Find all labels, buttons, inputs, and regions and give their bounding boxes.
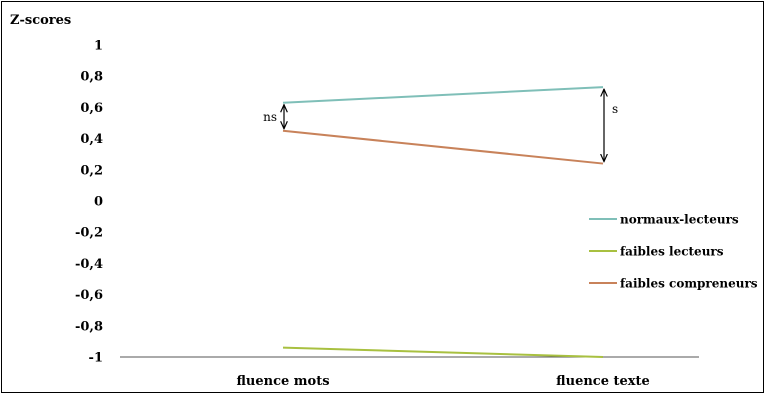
series-line-faibles-compreneurs [282,129,604,165]
y-tick-label: -0,8 [75,319,103,334]
y-tick-label: 0,2 [80,163,103,178]
y-tick-label: 0,4 [80,132,103,147]
y-tick-label: -0,2 [75,226,103,241]
significance-label: s [612,102,618,116]
legend-label: normaux-lecteurs [620,213,739,227]
legend-label: faibles compreneurs [620,277,758,291]
series-line-normaux-lecteurs [282,86,604,104]
series-lines [282,86,604,358]
annotations: ns s [263,89,618,161]
y-tick-label: -0,6 [75,288,103,303]
category-labels: fluence mots fluence texte [236,374,649,389]
y-axis-label: Z-scores [10,13,71,28]
y-tick-label: 1 [94,39,103,54]
y-tick-label: 0,6 [80,101,103,116]
x-tick-label: fluence texte [556,374,650,389]
y-tick-labels: 1 0,8 0,6 0,4 0,2 0 -0,2 -0,4 -0,6 -0,8 -1 [75,39,103,366]
series-line-faibles-lecteurs [282,346,604,358]
y-tick-label: 0 [94,195,103,210]
legend: normaux-lecteurs faibles lecteurs faibles … [589,213,758,291]
y-tick-label: -1 [89,351,103,366]
y-tick-label: 0,8 [80,70,103,85]
significance-label: ns [263,110,277,124]
x-tick-label: fluence mots [236,374,329,389]
legend-label: faibles lecteurs [620,245,724,259]
y-tick-label: -0,4 [75,257,103,272]
